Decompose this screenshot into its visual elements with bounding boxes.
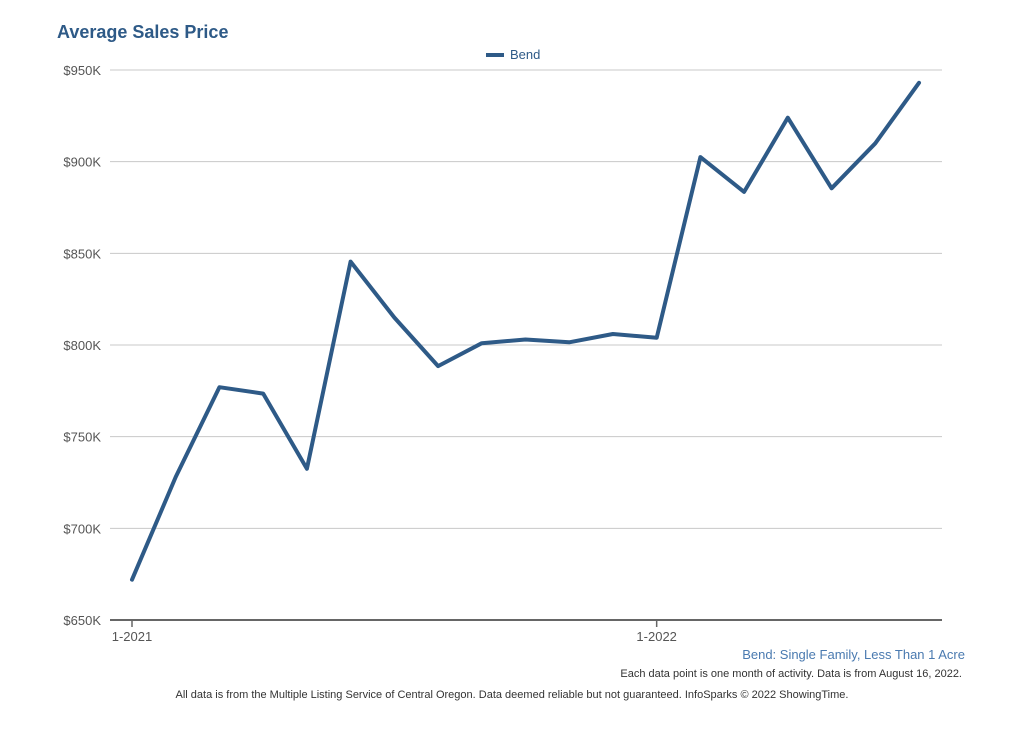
data-point: [217, 385, 221, 389]
x-tick-label: 1-2022: [636, 629, 676, 644]
legend-swatch-bend: [486, 52, 504, 57]
series-line-bend: [130, 80, 921, 582]
data-point: [349, 260, 353, 264]
data-point: [830, 186, 834, 190]
y-tick-label: $700K: [63, 521, 101, 536]
data-point: [436, 364, 440, 368]
y-tick-label: $900K: [63, 155, 101, 170]
data-point: [305, 467, 309, 471]
y-tick-label: $850K: [63, 246, 101, 261]
x-tick-label: 1-2021: [112, 629, 152, 644]
legend-label-bend: Bend: [510, 47, 541, 62]
data-point: [174, 475, 178, 479]
y-tick-label: $800K: [63, 338, 101, 353]
chart-subtitle: Bend: Single Family, Less Than 1 Acre: [742, 647, 965, 662]
data-point: [742, 190, 746, 194]
data-note: Each data point is one month of activity…: [620, 668, 962, 680]
source-footer: All data is from the Multiple Listing Se…: [175, 689, 849, 701]
chart-title: Average Sales Price: [57, 22, 229, 42]
y-tick-label: $750K: [63, 430, 101, 445]
data-point: [917, 81, 921, 85]
legend[interactable]: Bend: [486, 47, 540, 62]
data-point: [567, 340, 571, 344]
data-point: [480, 341, 484, 345]
y-tick-label: $950K: [63, 63, 101, 78]
data-point: [698, 155, 702, 159]
data-point: [392, 316, 396, 320]
data-point: [261, 392, 265, 396]
data-point: [130, 578, 134, 582]
data-point: [611, 332, 615, 336]
data-point: [786, 116, 790, 120]
data-point: [524, 338, 528, 342]
y-tick-label: $650K: [63, 613, 101, 628]
data-point: [873, 141, 877, 145]
data-point: [655, 336, 659, 340]
